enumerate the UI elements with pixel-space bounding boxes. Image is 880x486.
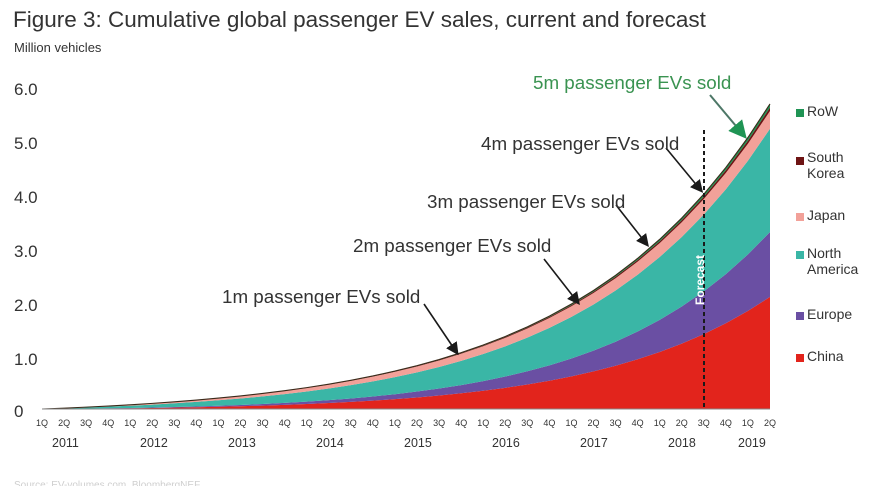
svg-text:Forecast: Forecast — [693, 255, 707, 305]
